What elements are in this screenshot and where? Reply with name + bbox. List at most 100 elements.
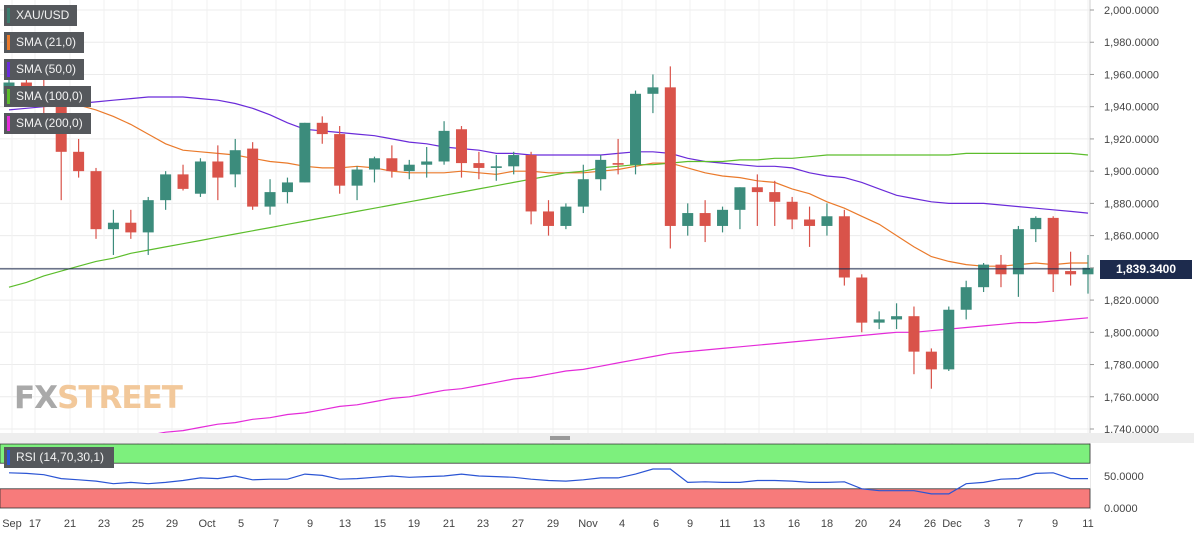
- candle-body: [351, 169, 363, 186]
- candle-body: [577, 179, 589, 207]
- candle-body: [107, 222, 119, 230]
- candle: [595, 155, 607, 191]
- candle: [612, 138, 624, 175]
- candle-body: [908, 316, 920, 352]
- candle-body: [943, 309, 955, 370]
- candle: [421, 146, 433, 178]
- price-tick-label: 1,880.0000: [1104, 198, 1159, 210]
- time-tick-label: 15: [374, 518, 386, 530]
- time-tick-label: 9: [1052, 518, 1058, 530]
- candle-body: [664, 87, 676, 226]
- candle-body: [281, 182, 293, 193]
- candle: [247, 142, 259, 210]
- legend-swatch: [7, 62, 10, 77]
- candle: [960, 280, 972, 320]
- time-tick-label: 17: [29, 518, 41, 530]
- candle-body: [212, 161, 224, 178]
- candle: [177, 164, 189, 191]
- candles: [3, 66, 1094, 389]
- candle-body: [630, 93, 642, 165]
- time-tick-label: 24: [889, 518, 901, 530]
- time-tick-label: 27: [512, 518, 524, 530]
- sma-line-sma-100-0-: [8, 152, 1089, 288]
- legend-item: SMA (100,0): [4, 86, 91, 107]
- legend-swatch: [7, 35, 10, 50]
- candle: [821, 203, 833, 236]
- x-axis-background: [0, 512, 1194, 536]
- time-tick-label: 26: [924, 518, 936, 530]
- candle-body: [925, 351, 937, 370]
- candle: [368, 156, 380, 183]
- candle-body: [543, 211, 554, 226]
- candle: [508, 151, 520, 175]
- candle-body: [821, 216, 833, 226]
- candle-body: [490, 166, 502, 168]
- pane-resize-handle[interactable]: [550, 436, 570, 440]
- price-axis-labels: 2,000.0000 1,980.0000 1,960.0000 1,940.0000…: [1090, 5, 1159, 436]
- candle: [856, 274, 868, 333]
- candle: [838, 209, 850, 286]
- candle-body: [995, 264, 1007, 275]
- candle: [699, 200, 711, 243]
- price-tick-label: 1,920.0000: [1104, 134, 1159, 146]
- legend-label: SMA (50,0): [16, 62, 77, 76]
- candle-body: [1047, 217, 1059, 275]
- candle: [734, 187, 746, 230]
- candle: [630, 90, 642, 175]
- candle: [525, 151, 537, 225]
- rsi-legend-label: RSI (14,70,30,1): [4, 447, 115, 468]
- candle: [194, 158, 206, 197]
- sma-lines: [8, 90, 1089, 436]
- candle-body: [334, 134, 346, 186]
- price-tick-label: 1,960.0000: [1104, 69, 1159, 81]
- candle: [786, 196, 798, 230]
- candle: [455, 126, 467, 178]
- time-tick-label: 20: [855, 518, 867, 530]
- candle: [490, 155, 502, 181]
- candle-body: [1012, 229, 1024, 275]
- candle: [316, 116, 328, 144]
- time-tick-label: 7: [1017, 518, 1023, 530]
- legend-item: SMA (50,0): [4, 59, 85, 80]
- time-tick-label: 6: [653, 518, 659, 530]
- price-tick-label: 1,800.0000: [1104, 327, 1159, 339]
- price-tick-label: 1,980.0000: [1104, 37, 1159, 49]
- time-tick-label: 9: [687, 518, 693, 530]
- candle: [577, 164, 589, 214]
- candle: [334, 126, 346, 194]
- legend-label: SMA (100,0): [16, 89, 83, 103]
- candle-body: [717, 209, 729, 226]
- time-axis-labels: Sep 17 21 23 25 29 Oct 5 7 9 13 15 19 21 23 27 29 Nov 4 6 9 1…: [2, 518, 1094, 530]
- candle-body: [455, 129, 467, 164]
- candle-body: [699, 213, 711, 226]
- candle: [125, 209, 137, 239]
- candle-body: [960, 287, 972, 310]
- time-tick-label: 5: [238, 518, 244, 530]
- candle-body: [421, 161, 433, 165]
- candle: [1082, 254, 1094, 294]
- candle-body: [177, 174, 189, 189]
- candle-body: [560, 206, 572, 226]
- legend-swatch: [7, 89, 10, 104]
- legend-item: SMA (21,0): [4, 32, 85, 53]
- price-tick-label: 1,760.0000: [1104, 392, 1159, 404]
- time-tick-label: 18: [821, 518, 833, 530]
- candle-body: [247, 148, 259, 207]
- time-tick-label: 29: [547, 518, 559, 530]
- time-tick-label: 29: [166, 518, 178, 530]
- time-tick-label: 19: [408, 518, 420, 530]
- candle: [386, 145, 398, 178]
- vertical-gridlines: [11, 0, 1089, 510]
- time-tick-label: 13: [753, 518, 765, 530]
- candle: [351, 166, 363, 201]
- candle: [925, 348, 937, 389]
- candle-body: [229, 150, 241, 175]
- legend-item: SMA (200,0): [4, 113, 91, 134]
- candle: [1012, 225, 1024, 297]
- candle: [543, 200, 554, 236]
- candle-body: [194, 161, 206, 194]
- candle: [403, 159, 415, 180]
- time-tick-label: Dec: [942, 518, 962, 530]
